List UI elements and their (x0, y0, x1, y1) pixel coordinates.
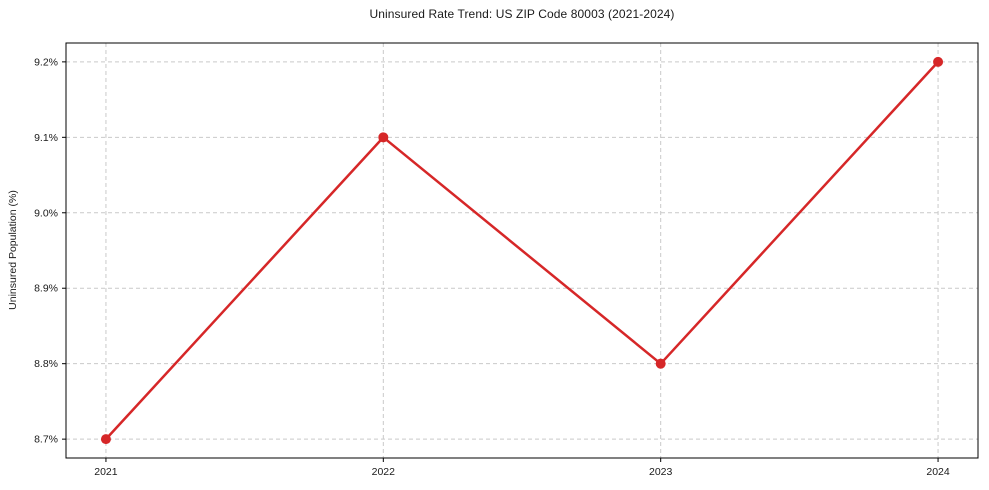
y-axis-tick-label: 8.9% (34, 283, 58, 295)
x-axis-tick-label: 2022 (372, 466, 396, 478)
x-axis-tick-label: 2021 (94, 466, 118, 478)
chart-title: Uninsured Rate Trend: US ZIP Code 80003 … (369, 7, 675, 21)
x-axis-tick-label: 2024 (926, 466, 950, 478)
y-axis-tick-label: 8.7% (34, 434, 58, 446)
y-axis-tick-label: 9.0% (34, 207, 58, 219)
y-axis-tick-label: 9.2% (34, 56, 58, 68)
data-point-marker (655, 358, 666, 369)
data-point-marker (933, 56, 944, 67)
data-point-marker (378, 132, 389, 143)
data-point-marker (100, 434, 111, 445)
y-axis-tick-label: 9.1% (34, 132, 58, 144)
x-axis-tick-label: 2023 (649, 466, 673, 478)
trend-line (104, 60, 940, 441)
plot-border (65, 42, 979, 459)
y-axis-tick-label: 8.8% (34, 358, 58, 370)
